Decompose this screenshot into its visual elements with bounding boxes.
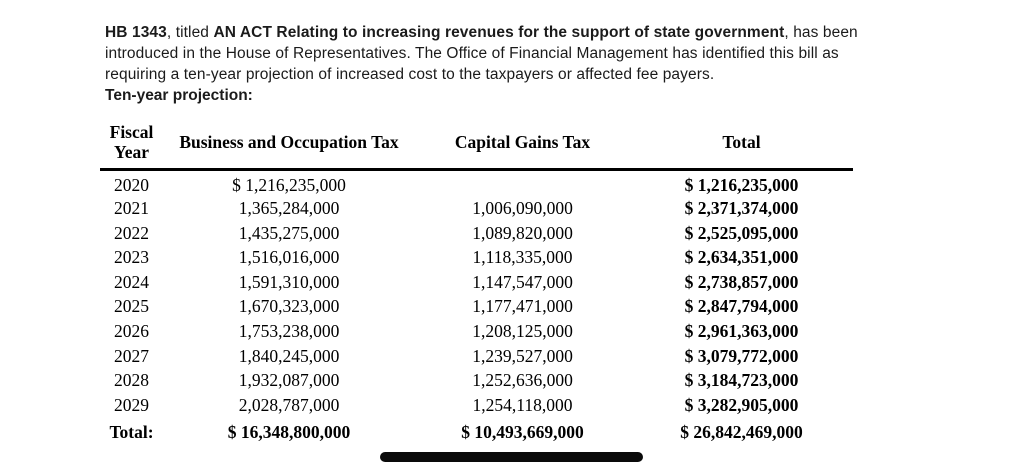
table-header: Fiscal Year Business and Occupation Tax … — [100, 120, 853, 172]
total-cell: $ 2,371,374,000 — [684, 198, 799, 219]
cg-tax-cell: 1,006,090,000 — [472, 198, 573, 219]
bo-tax-cell: 2,028,787,000 — [238, 394, 340, 415]
cg-tax-cell: 1,254,118,000 — [472, 394, 573, 415]
fiscal-year-cell: 2027 — [114, 345, 149, 366]
total-cell: $ 2,961,363,000 — [684, 321, 799, 342]
bill-number: HB 1343 — [105, 23, 167, 41]
bo-tax-cell: $ 1,216,235,000 — [232, 175, 346, 196]
fiscal-year-cell: 2029 — [114, 394, 149, 415]
section-heading: Ten-year projection: — [105, 87, 253, 104]
intro-paragraph: HB 1343, titled AN ACT Relating to incre… — [105, 22, 893, 85]
table-row: 2023 1,516,016,000 1,118,335,000 $ 2,634… — [100, 245, 853, 270]
header-capital-gains-tax: Capital Gains Tax — [415, 120, 630, 172]
fiscal-year-cell: 2021 — [114, 198, 149, 219]
table-row: 2021 1,365,284,000 1,006,090,000 $ 2,371… — [100, 196, 853, 221]
cg-tax-cell: 1,208,125,000 — [472, 321, 573, 342]
fiscal-year-cell: 2023 — [114, 247, 149, 268]
bo-tax-cell: 1,753,238,000 — [238, 321, 340, 342]
bo-tax-total-cell: $ 16,348,800,000 — [227, 422, 351, 443]
header-total: Total — [630, 120, 853, 172]
total-cell: $ 2,634,351,000 — [684, 247, 799, 268]
grand-total-cell: $ 26,842,469,000 — [680, 422, 803, 443]
bo-tax-cell: 1,365,284,000 — [238, 198, 340, 219]
fiscal-year-cell: 2020 — [114, 175, 149, 196]
total-cell: $ 2,847,794,000 — [684, 296, 799, 317]
intro-closing-text: , has been introduced in the House of Re… — [105, 23, 858, 83]
bo-tax-cell: 1,840,245,000 — [238, 345, 340, 366]
table-row: 2024 1,591,310,000 1,147,547,000 $ 2,738… — [100, 270, 853, 295]
cg-tax-cell: 1,118,335,000 — [472, 247, 573, 268]
total-cell: $ 3,184,723,000 — [684, 370, 799, 391]
table-header-row: Fiscal Year Business and Occupation Tax … — [100, 120, 853, 172]
cg-tax-cell: 1,239,527,000 — [472, 345, 573, 366]
fiscal-year-cell: 2022 — [114, 222, 149, 243]
total-cell: $ 2,738,857,000 — [684, 271, 799, 292]
ten-year-projection-table: Fiscal Year Business and Occupation Tax … — [100, 120, 853, 445]
total-cell: $ 1,216,235,000 — [684, 175, 799, 196]
total-cell: $ 3,282,905,000 — [684, 394, 799, 415]
intro-mid-text: , titled — [166, 23, 214, 41]
fiscal-year-cell: 2024 — [114, 271, 149, 292]
table-body: 2020 $ 1,216,235,000 $ 1,216,235,000 202… — [100, 170, 853, 445]
fiscal-year-cell: 2026 — [114, 321, 149, 342]
cg-tax-cell: 1,089,820,000 — [472, 222, 573, 243]
fiscal-year-cell: 2028 — [114, 370, 149, 391]
table-total-row: Total: $ 16,348,800,000 $ 10,493,669,000… — [100, 418, 853, 445]
table-row: 2028 1,932,087,000 1,252,636,000 $ 3,184… — [100, 368, 853, 393]
cg-tax-cell: 1,147,547,000 — [472, 271, 573, 292]
table-row: 2026 1,753,238,000 1,208,125,000 $ 2,961… — [100, 319, 853, 344]
cg-tax-total-cell: $ 10,493,669,000 — [461, 422, 584, 443]
total-label-cell: Total: — [109, 422, 154, 443]
fiscal-year-cell: 2025 — [114, 296, 149, 317]
bo-tax-cell: 1,516,016,000 — [238, 247, 340, 268]
bo-tax-cell: 1,591,310,000 — [238, 271, 340, 292]
total-cell: $ 2,525,095,000 — [684, 222, 799, 243]
table-row: 2029 2,028,787,000 1,254,118,000 $ 3,282… — [100, 393, 853, 418]
bo-tax-cell: 1,670,323,000 — [238, 296, 340, 317]
total-cell: $ 3,079,772,000 — [684, 345, 799, 366]
bo-tax-cell: 1,435,275,000 — [238, 222, 340, 243]
table-row: 2022 1,435,275,000 1,089,820,000 $ 2,525… — [100, 221, 853, 246]
header-business-occupation-tax: Business and Occupation Tax — [163, 120, 415, 172]
header-fiscal-year: Fiscal Year — [100, 120, 163, 172]
cg-tax-cell: 1,177,471,000 — [472, 296, 573, 317]
bo-tax-cell: 1,932,087,000 — [238, 370, 340, 391]
cg-tax-cell — [415, 170, 630, 197]
act-title: AN ACT Relating to increasing revenues f… — [213, 23, 785, 41]
table-row: 2027 1,840,245,000 1,239,527,000 $ 3,079… — [100, 344, 853, 369]
home-indicator-bar[interactable] — [380, 452, 643, 462]
table-row: 2020 $ 1,216,235,000 $ 1,216,235,000 — [100, 170, 853, 197]
cg-tax-cell: 1,252,636,000 — [472, 370, 573, 391]
table-row: 2025 1,670,323,000 1,177,471,000 $ 2,847… — [100, 295, 853, 320]
